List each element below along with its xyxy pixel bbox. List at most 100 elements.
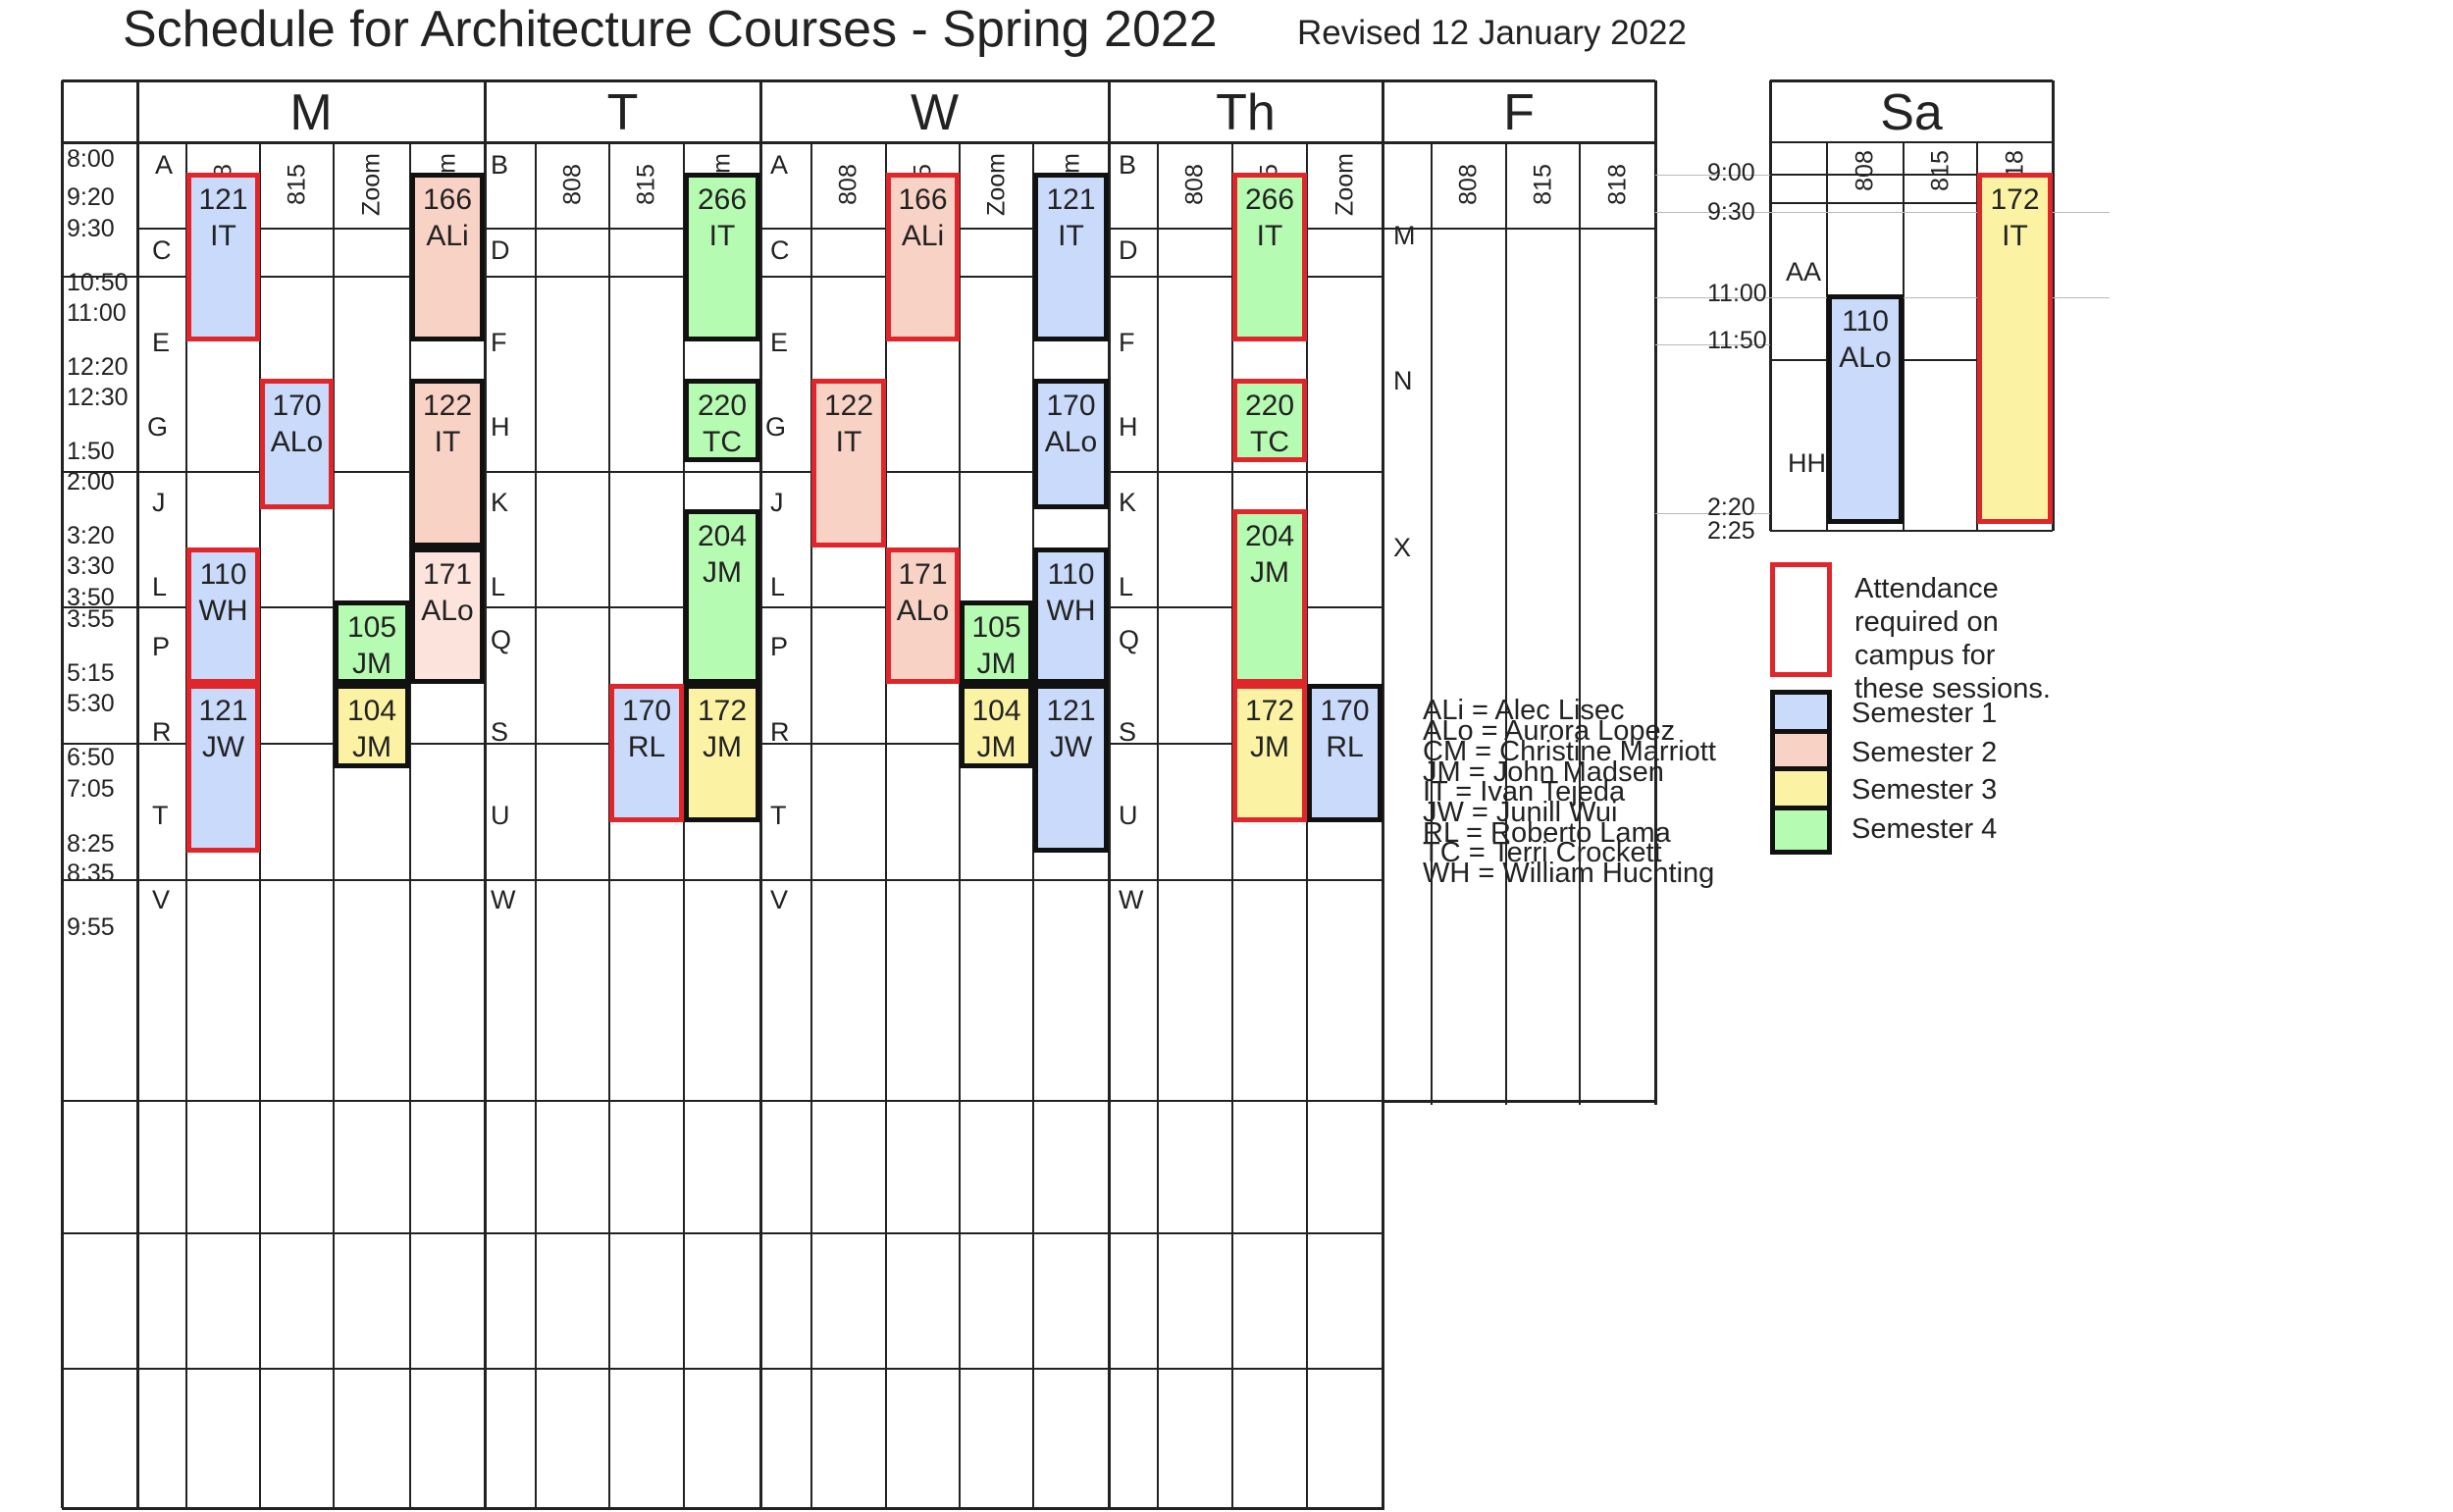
course-block-w105jm[interactable]: 105 JM bbox=[960, 600, 1033, 684]
course-block-w104jm[interactable]: 104 JM bbox=[960, 684, 1033, 768]
room-divider bbox=[409, 142, 411, 1508]
course-instructor: ALo bbox=[1044, 426, 1098, 458]
day-divider bbox=[1107, 80, 1111, 1508]
room-label: Zoom bbox=[1331, 153, 1358, 216]
course-block-m166ali[interactable]: 166 ALi bbox=[410, 173, 485, 341]
course-number: 172 bbox=[697, 695, 748, 727]
course-block-w122it[interactable]: 122 IT bbox=[811, 379, 886, 547]
course-block-w121jw[interactable]: 121 JW bbox=[1033, 684, 1109, 853]
day-divider bbox=[758, 80, 762, 1508]
course-number: 204 bbox=[1244, 520, 1295, 552]
course-block-m171alo[interactable]: 171 ALo bbox=[410, 547, 485, 684]
course-block-w171alo[interactable]: 171 ALo bbox=[886, 547, 960, 684]
course-block-w121it[interactable]: 121 IT bbox=[1033, 173, 1109, 341]
course-block-m104jm[interactable]: 104 JM bbox=[334, 684, 410, 768]
semester-label: Semester 1 bbox=[1852, 698, 1998, 729]
semester-label: Semester 2 bbox=[1852, 737, 1998, 768]
block-letter-t: T bbox=[770, 801, 787, 830]
course-block-m122it[interactable]: 122 IT bbox=[410, 379, 485, 547]
friday-bottom bbox=[1383, 1099, 1655, 1103]
room-divider bbox=[810, 142, 812, 1508]
course-number: 170 bbox=[1046, 390, 1096, 422]
course-instructor: ALo bbox=[1839, 341, 1892, 374]
course-block-th204jm[interactable]: 204 JM bbox=[1232, 509, 1307, 684]
course-block-sa110alo[interactable]: 110 ALo bbox=[1827, 294, 1904, 524]
time-label: 5:15 bbox=[67, 659, 115, 687]
sat-room-bottom bbox=[1770, 202, 2053, 204]
room-divider bbox=[333, 142, 335, 1508]
block-letter-w: W bbox=[1119, 885, 1144, 914]
course-number: 266 bbox=[697, 183, 748, 216]
block-letter-d: D bbox=[1119, 235, 1138, 265]
room-label: 808 bbox=[1180, 164, 1209, 205]
course-block-m170alo[interactable]: 170 ALo bbox=[260, 379, 334, 509]
course-block-th172jm[interactable]: 172 JM bbox=[1232, 684, 1307, 822]
course-number: 110 bbox=[1842, 305, 1889, 338]
course-block-w166ali[interactable]: 166 ALi bbox=[886, 173, 960, 341]
room-label: 808 bbox=[1454, 164, 1483, 205]
block-letter-v: V bbox=[770, 885, 789, 914]
page-title: Schedule for Architecture Courses - Spri… bbox=[123, 1, 1218, 58]
course-number: 204 bbox=[697, 520, 748, 552]
course-block-m121jw[interactable]: 121 JW bbox=[186, 684, 260, 853]
room-label: 808 bbox=[1851, 150, 1879, 191]
course-instructor: JW bbox=[201, 731, 245, 763]
time-label: 1:50 bbox=[67, 438, 115, 465]
block-letter-b: B bbox=[491, 150, 509, 180]
course-number: 170 bbox=[272, 390, 322, 422]
day-divider bbox=[483, 80, 487, 1508]
block-letter-a: A bbox=[155, 150, 174, 180]
block-letter-s: S bbox=[1119, 717, 1137, 747]
block-letter-hh: HH bbox=[1788, 448, 1826, 478]
course-instructor: WH bbox=[1046, 595, 1096, 627]
instructor-legend-item: JM = John Madsen bbox=[1423, 756, 1664, 788]
semester-label: Semester 3 bbox=[1852, 774, 1998, 806]
grid-bottom bbox=[62, 1506, 1384, 1510]
course-number: 121 bbox=[198, 183, 248, 216]
course-number: 166 bbox=[898, 183, 948, 216]
course-block-t220tc[interactable]: 220 TC bbox=[684, 379, 760, 462]
course-instructor: ALi bbox=[901, 220, 945, 252]
course-block-th170rl[interactable]: 170 RL bbox=[1307, 684, 1383, 822]
instructor-legend-item: RL = Roberto Lama bbox=[1423, 817, 1671, 849]
course-instructor: RL bbox=[627, 731, 666, 763]
block-letter-m: M bbox=[1393, 221, 1416, 250]
course-number: 110 bbox=[199, 558, 247, 591]
time-connector bbox=[1655, 175, 1770, 176]
room-label: Zoom bbox=[982, 153, 1010, 216]
room-divider bbox=[885, 142, 887, 1508]
room-divider bbox=[1306, 142, 1308, 1508]
course-instructor: JM bbox=[976, 731, 1017, 763]
course-block-m121it[interactable]: 121 IT bbox=[186, 173, 260, 341]
course-instructor: IT bbox=[1256, 220, 1283, 252]
course-block-sa172it[interactable]: 172 IT bbox=[1977, 173, 2053, 524]
room-label: Zoom bbox=[357, 153, 386, 216]
course-block-t170rl[interactable]: 170 RL bbox=[609, 684, 684, 822]
time-label: 9:55 bbox=[67, 913, 115, 941]
instructor-legend-item: TC = Terri Crockett bbox=[1423, 837, 1662, 868]
course-block-w110wh[interactable]: 110 WH bbox=[1033, 547, 1109, 684]
instructor-legend-item: ALo = Aurora Lopez bbox=[1423, 715, 1676, 747]
block-letter-aa: AA bbox=[1786, 257, 1822, 287]
course-block-t266it[interactable]: 266 IT bbox=[684, 173, 760, 341]
course-instructor: IT bbox=[835, 426, 862, 458]
course-block-th266it[interactable]: 266 IT bbox=[1232, 173, 1307, 341]
course-block-m110wh[interactable]: 110 WH bbox=[186, 547, 260, 684]
course-block-t172jm[interactable]: 172 JM bbox=[684, 684, 760, 822]
time-label: 6:50 bbox=[67, 744, 115, 771]
time-label: 11:00 bbox=[67, 299, 127, 327]
course-block-w170alo[interactable]: 170 ALo bbox=[1033, 379, 1109, 509]
block-letter-f: F bbox=[1119, 328, 1135, 357]
course-number: 220 bbox=[697, 390, 748, 422]
room-label: 818 bbox=[1603, 164, 1631, 205]
block-letter-b: B bbox=[1119, 150, 1137, 180]
day-header-f: F bbox=[1503, 84, 1535, 141]
course-block-th220tc[interactable]: 220 TC bbox=[1232, 379, 1307, 462]
course-block-t204jm[interactable]: 204 JM bbox=[684, 509, 760, 684]
grid-right-friday bbox=[1653, 80, 1657, 1105]
course-block-m105jm[interactable]: 105 JM bbox=[334, 600, 410, 684]
course-number: 166 bbox=[422, 183, 473, 216]
block-letter-w: W bbox=[491, 885, 516, 914]
course-number: 121 bbox=[198, 695, 248, 727]
